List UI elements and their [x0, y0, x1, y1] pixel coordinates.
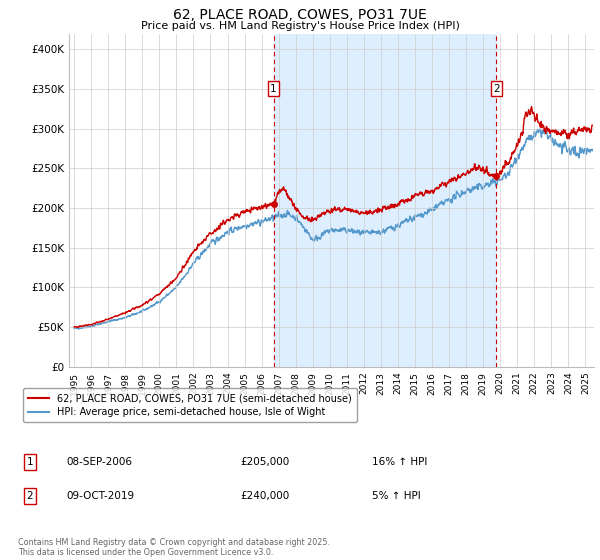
Text: 1: 1 — [270, 83, 277, 94]
Text: Price paid vs. HM Land Registry's House Price Index (HPI): Price paid vs. HM Land Registry's House … — [140, 21, 460, 31]
Text: £240,000: £240,000 — [240, 491, 289, 501]
Text: £205,000: £205,000 — [240, 457, 289, 467]
Text: 08-SEP-2006: 08-SEP-2006 — [66, 457, 132, 467]
Legend: 62, PLACE ROAD, COWES, PO31 7UE (semi-detached house), HPI: Average price, semi-: 62, PLACE ROAD, COWES, PO31 7UE (semi-de… — [23, 389, 356, 422]
Text: 1: 1 — [26, 457, 34, 467]
Text: 2: 2 — [493, 83, 500, 94]
Text: 16% ↑ HPI: 16% ↑ HPI — [372, 457, 427, 467]
Text: 2: 2 — [26, 491, 34, 501]
Bar — [274, 34, 496, 367]
Text: Contains HM Land Registry data © Crown copyright and database right 2025.
This d: Contains HM Land Registry data © Crown c… — [18, 538, 330, 557]
Text: 5% ↑ HPI: 5% ↑ HPI — [372, 491, 421, 501]
Text: 09-OCT-2019: 09-OCT-2019 — [66, 491, 134, 501]
Text: 62, PLACE ROAD, COWES, PO31 7UE: 62, PLACE ROAD, COWES, PO31 7UE — [173, 8, 427, 22]
